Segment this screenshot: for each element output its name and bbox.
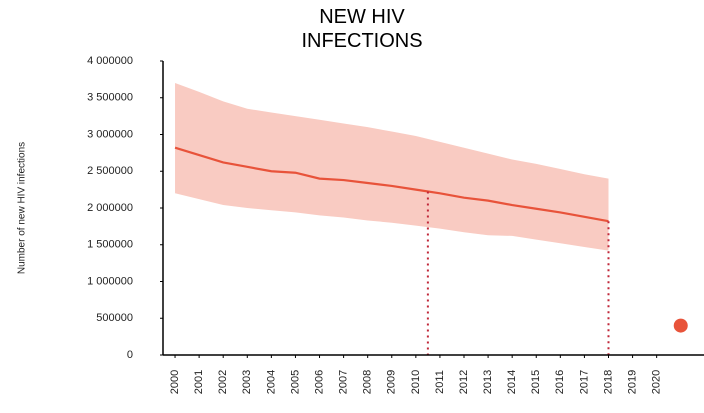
target-point	[673, 318, 688, 333]
y-tick-label: 2 000000	[87, 202, 133, 214]
x-tick-label: 2004	[265, 370, 277, 394]
x-tick-label: 2005	[289, 370, 301, 394]
x-tick-label: 2019	[626, 370, 638, 394]
x-tick-label: 2011	[434, 370, 446, 394]
x-tick-label: 2009	[386, 370, 398, 394]
x-tick-label: 2001	[193, 370, 205, 394]
x-tick-label: 2020	[651, 370, 663, 394]
y-tick-label: 500000	[96, 312, 133, 324]
x-tick-label: 2006	[313, 370, 325, 394]
y-tick-label: 1 000000	[87, 275, 133, 287]
series-line	[174, 146, 609, 223]
y-axis-label: Number of new HIV infections	[17, 142, 28, 274]
x-tick-label: 2017	[578, 370, 590, 394]
x-tick-label: 2008	[362, 370, 374, 394]
x-tick-label: 2007	[338, 370, 350, 394]
y-tick-label: 4 000000	[87, 55, 133, 67]
x-tick-label: 2000	[169, 370, 181, 394]
y-tick-label: 0	[127, 349, 133, 361]
x-tick-label: 2010	[410, 370, 422, 394]
uncertainty-band	[175, 83, 609, 251]
y-tick-label: 3 000000	[87, 128, 133, 140]
y-tick-label: 2 500000	[87, 165, 133, 177]
y-tick-label: 1 500000	[87, 239, 133, 251]
x-tick-label: 2015	[530, 370, 542, 394]
x-tick-label: 2013	[482, 370, 494, 394]
x-tick-label: 2014	[506, 370, 518, 394]
x-tick-label: 2016	[554, 370, 566, 394]
x-tick-label: 2002	[217, 370, 229, 394]
y-tick-label: 3 500000	[87, 92, 133, 104]
x-tick-label: 2018	[602, 370, 614, 394]
x-tick-label: 2003	[241, 370, 253, 394]
x-tick-label: 2012	[458, 370, 470, 394]
chart-title: NEW HIV INFECTIONS	[301, 6, 423, 52]
